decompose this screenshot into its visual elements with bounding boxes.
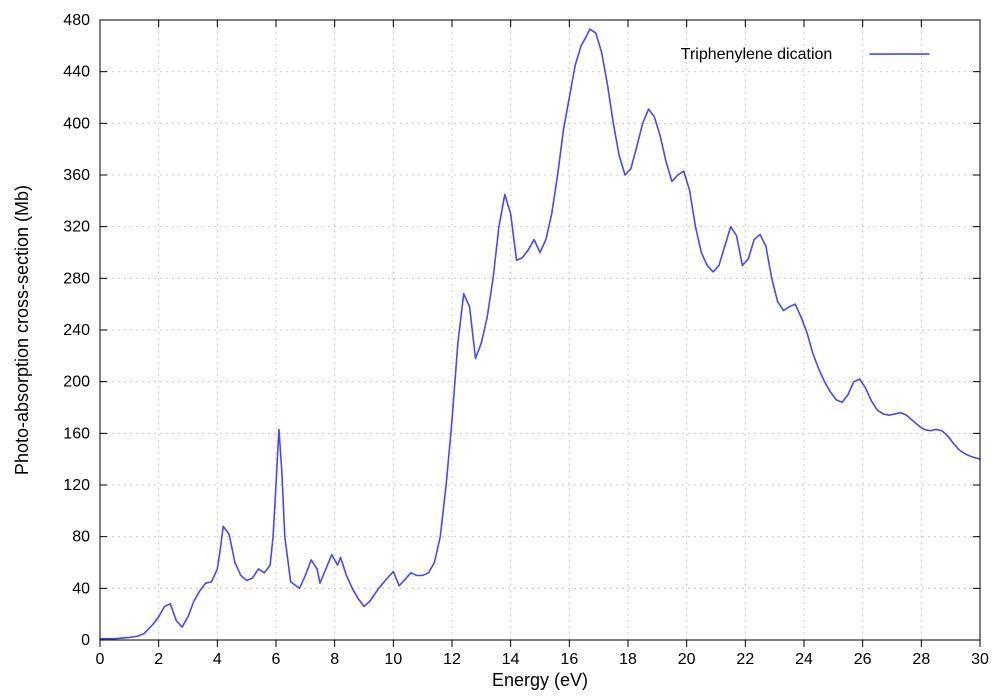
xtick-label: 22 [736, 651, 754, 668]
xtick-label: 28 [912, 651, 930, 668]
ytick-label: 360 [63, 167, 90, 184]
ytick-label: 40 [72, 580, 90, 597]
xtick-label: 16 [560, 651, 578, 668]
photoabsorption-chart: 0246810121416182022242628300408012016020… [0, 0, 1000, 700]
xtick-label: 12 [443, 651, 461, 668]
xtick-label: 8 [330, 651, 339, 668]
y-axis-label: Photo-absorption cross-section (Mb) [12, 185, 32, 475]
ytick-label: 160 [63, 425, 90, 442]
ytick-label: 440 [63, 64, 90, 81]
xtick-label: 0 [96, 651, 105, 668]
ytick-label: 320 [63, 219, 90, 236]
xtick-label: 10 [384, 651, 402, 668]
xtick-label: 24 [795, 651, 813, 668]
xtick-label: 30 [971, 651, 989, 668]
xtick-label: 14 [502, 651, 520, 668]
xtick-label: 18 [619, 651, 637, 668]
ytick-label: 80 [72, 529, 90, 546]
xtick-label: 6 [272, 651, 281, 668]
ytick-label: 0 [81, 632, 90, 649]
ytick-label: 480 [63, 12, 90, 29]
ytick-label: 280 [63, 270, 90, 287]
ytick-label: 240 [63, 322, 90, 339]
ytick-label: 400 [63, 115, 90, 132]
xtick-label: 20 [678, 651, 696, 668]
x-axis-label: Energy (eV) [492, 670, 588, 690]
ytick-label: 120 [63, 477, 90, 494]
chart-bg [0, 0, 1000, 700]
xtick-label: 26 [854, 651, 872, 668]
xtick-label: 4 [213, 651, 222, 668]
legend-label: Triphenylene dication [681, 46, 833, 63]
xtick-label: 2 [154, 651, 163, 668]
ytick-label: 200 [63, 374, 90, 391]
